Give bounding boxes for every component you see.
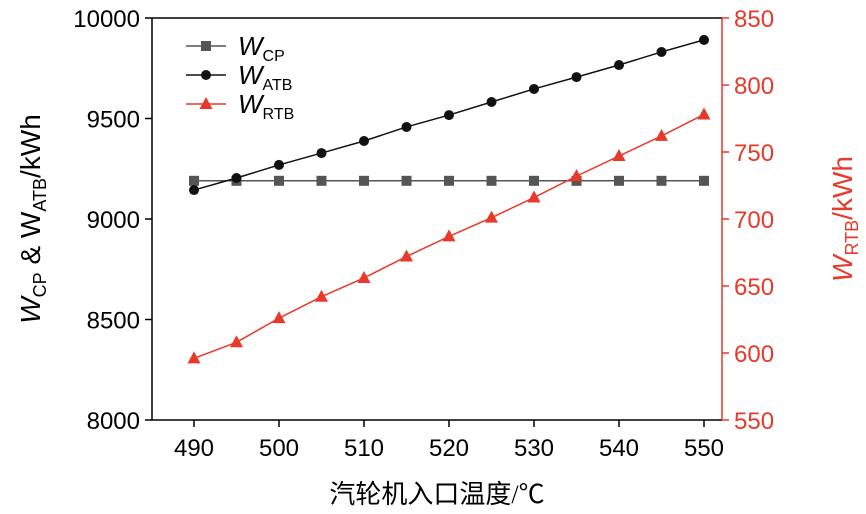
- data-point-rtb: [357, 270, 371, 283]
- legend-label: WCP: [238, 31, 285, 65]
- data-point-cp: [486, 175, 497, 186]
- data-point-cp: [189, 175, 199, 186]
- y-axis-left-label: WCP & WATB/kWh: [15, 114, 50, 324]
- data-point-atb: [571, 72, 582, 83]
- data-point-rtb: [230, 335, 243, 348]
- data-point-rtb: [272, 311, 286, 324]
- data-point-cp: [529, 175, 539, 186]
- data-point-atb: [359, 136, 369, 147]
- data-point-cp: [316, 175, 327, 186]
- data-point-cp: [656, 175, 667, 186]
- data-point-atb: [444, 110, 454, 121]
- data-point-rtb: [187, 351, 201, 364]
- x-axis-label: 汽轮机入口温度/℃: [329, 480, 544, 509]
- y-axis-right-label: WRTB/kWh: [827, 156, 862, 282]
- data-point-atb: [699, 34, 709, 45]
- data-point-atb: [231, 172, 242, 183]
- data-point-rtb: [315, 289, 328, 302]
- legend-marker: [201, 70, 211, 80]
- legend-label: WRTB: [238, 89, 294, 123]
- data-point-cp: [359, 175, 369, 186]
- data-point-rtb: [655, 128, 668, 141]
- data-point-cp: [401, 175, 412, 186]
- data-point-cp: [699, 175, 709, 186]
- x-tick-label: 540: [599, 435, 639, 462]
- data-point-atb: [614, 60, 624, 71]
- y-left-tick-label: 9000: [87, 207, 140, 234]
- data-point-rtb: [442, 229, 456, 242]
- x-tick-label: 490: [174, 435, 214, 462]
- data-point-rtb: [612, 149, 626, 162]
- data-point-rtb: [485, 210, 498, 223]
- data-point-atb: [316, 148, 327, 159]
- data-point-atb: [529, 83, 539, 94]
- x-tick-label: 510: [344, 435, 384, 462]
- legend-marker: [199, 97, 213, 109]
- data-point-rtb: [570, 169, 583, 182]
- y-left-tick-label: 8000: [87, 408, 140, 435]
- y-right-tick-label: 650: [734, 274, 774, 301]
- x-tick-label: 500: [259, 435, 299, 462]
- plot-area: 490 500 510 520 530 540 550 8000 8500 9000 9500 100…: [73, 6, 774, 462]
- legend-label: WATB: [238, 60, 292, 94]
- legend-marker: [201, 41, 211, 51]
- data-point-rtb: [697, 107, 711, 120]
- x-tick-label: 550: [684, 435, 724, 462]
- y-right-tick-label: 800: [734, 73, 774, 100]
- data-point-atb: [401, 121, 412, 132]
- data-point-atb: [189, 185, 199, 196]
- data-point-cp: [444, 175, 454, 186]
- y-right-tick-label: 850: [734, 6, 774, 33]
- y-left-tick-label: 8500: [87, 308, 140, 335]
- data-point-rtb: [527, 190, 541, 203]
- data-point-cp: [614, 175, 624, 186]
- data-point-rtb: [400, 249, 413, 262]
- y-left-tick-label: 10000: [73, 6, 140, 33]
- data-point-atb: [656, 46, 667, 57]
- data-point-cp: [274, 175, 284, 186]
- data-point-atb: [486, 97, 497, 108]
- y-left-tick-label: 9500: [87, 107, 140, 134]
- y-right-tick-label: 550: [734, 408, 774, 435]
- x-tick-label: 530: [514, 435, 554, 462]
- y-right-tick-label: 600: [734, 341, 774, 368]
- x-tick-label: 520: [429, 435, 469, 462]
- y-right-tick-label: 700: [734, 207, 774, 234]
- y-right-tick-label: 750: [734, 140, 774, 167]
- data-point-atb: [274, 159, 284, 170]
